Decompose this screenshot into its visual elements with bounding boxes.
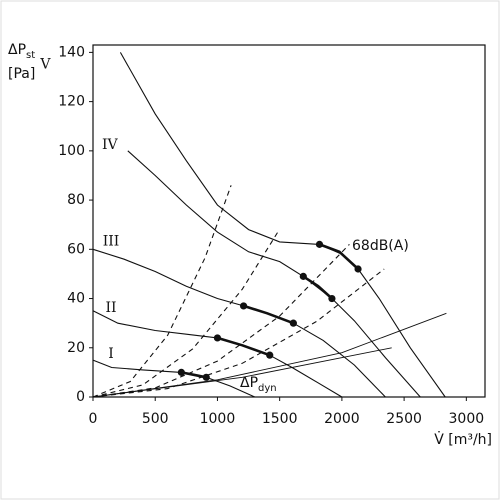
curve-label: II [105, 300, 116, 316]
thick-curve [319, 243, 359, 270]
annotation: 68dB(A) [352, 238, 409, 254]
y-label-sub: st [26, 50, 35, 61]
x-tick-label: 1000 [200, 411, 236, 427]
y-axis-label: ΔPst [8, 42, 35, 61]
thick-curve [217, 336, 271, 357]
dashed-curve [92, 185, 232, 398]
annotation-main: ΔP [240, 375, 258, 391]
curve-label: IV [102, 137, 119, 153]
y-tick-label: 60 [67, 241, 85, 257]
annotation-sub: dyn [258, 383, 277, 394]
x-axis-label: V̇ [m³/h] [434, 431, 492, 448]
x-tick-label: 0 [89, 411, 98, 427]
operating-point [315, 240, 324, 248]
solid-curve [92, 310, 343, 398]
y-tick-label: 140 [58, 44, 85, 60]
y-tick-label: 40 [67, 291, 85, 307]
operating-point [239, 302, 248, 310]
dashed-curve [92, 268, 385, 398]
operating-point [266, 351, 274, 359]
curve-label: I [108, 346, 114, 362]
x-tick-label: 1500 [262, 411, 298, 427]
operating-point [299, 272, 307, 280]
solid-curve [127, 150, 421, 398]
operating-point [354, 265, 362, 273]
y-tick-label: 20 [67, 340, 85, 356]
thick-curve [181, 371, 207, 379]
dashed-curve [92, 231, 279, 398]
y-tick-label: 120 [58, 94, 85, 110]
x-tick-label: 500 [142, 411, 169, 427]
y-tick-label: 0 [76, 389, 85, 405]
annotation: ΔPdyn [240, 375, 277, 394]
curve-label: III [103, 233, 120, 249]
operating-point [213, 334, 222, 342]
x-tick-label: 3000 [449, 411, 485, 427]
y-tick-label: 100 [58, 143, 85, 159]
operating-point [328, 294, 336, 303]
plot-frame [92, 44, 486, 398]
dashed-curve [92, 244, 350, 398]
thick-curve [243, 304, 294, 325]
y-axis-unit: [Pa] [8, 66, 35, 82]
y-tick-label: 80 [67, 192, 85, 208]
operating-point [289, 319, 297, 327]
thin-curve [92, 347, 392, 398]
solid-curve [119, 52, 446, 398]
operating-point [177, 368, 185, 376]
y-label-main: ΔP [8, 42, 26, 58]
curve-label: V [39, 56, 51, 72]
operating-point [202, 373, 210, 381]
thick-curve [302, 275, 333, 300]
x-tick-label: 2500 [386, 411, 422, 427]
x-tick-label: 2000 [324, 411, 360, 427]
